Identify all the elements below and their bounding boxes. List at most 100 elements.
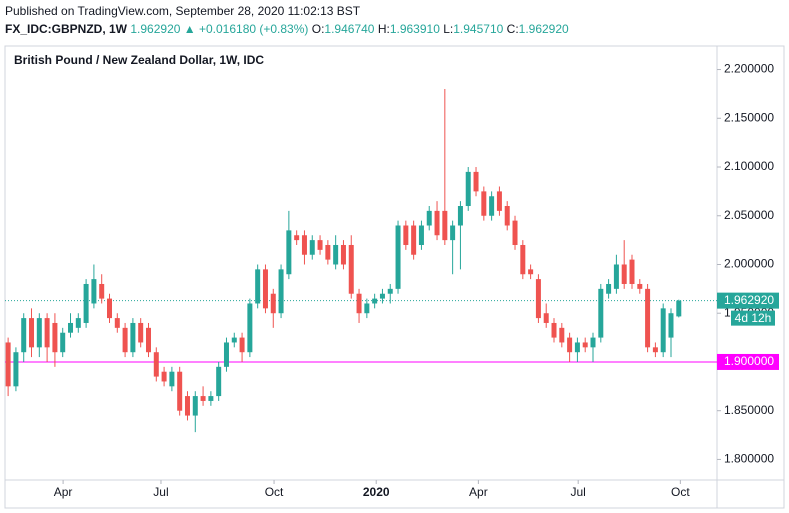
y-tick-label: 2.100000 — [724, 159, 774, 173]
candle-body — [387, 288, 393, 294]
candle-body — [356, 293, 362, 314]
candle-body — [138, 322, 144, 343]
candle-body — [379, 293, 385, 299]
candle-body — [169, 371, 175, 387]
candle-body — [122, 327, 128, 353]
candle-body — [411, 225, 417, 255]
candle-body — [309, 240, 315, 255]
candle-body — [177, 371, 183, 411]
l-value: 1.945710 — [453, 22, 503, 36]
candle-body — [567, 337, 573, 353]
candle-body — [496, 191, 502, 211]
candle-body — [364, 303, 370, 314]
candle-body — [294, 235, 300, 241]
o-value: 1.946740 — [324, 22, 374, 36]
candle-body — [83, 283, 89, 323]
candle-body — [153, 352, 159, 377]
candle-body — [75, 318, 81, 328]
candle-body — [403, 225, 409, 245]
candle-body — [504, 206, 510, 226]
candle-body — [36, 318, 42, 348]
candle-body — [5, 342, 11, 387]
x-tick-label: 2020 — [363, 485, 390, 499]
candle-body — [613, 264, 619, 289]
candle-body — [551, 322, 557, 338]
candle-body — [465, 171, 471, 207]
candle-body — [481, 191, 487, 216]
candle-body — [99, 283, 105, 299]
candle-body — [317, 240, 323, 250]
h-label: H: — [378, 22, 390, 36]
change: ▲ +0.016180 (+0.83%) — [184, 22, 309, 36]
countdown-tag — [731, 310, 775, 326]
candle-body — [13, 352, 19, 387]
candle-body — [442, 210, 448, 241]
candle-body — [44, 318, 50, 348]
candle-body — [130, 322, 136, 353]
candle-body — [301, 235, 307, 255]
hline-tag — [717, 353, 779, 370]
candle-body — [348, 244, 354, 294]
c-value: 1.962920 — [519, 22, 569, 36]
y-tick-label: 2.000000 — [724, 257, 774, 271]
candle-body — [395, 225, 401, 289]
last-price-tag — [717, 292, 779, 309]
candle-body — [247, 303, 253, 353]
candle-body — [535, 279, 541, 319]
candle-body — [637, 283, 643, 289]
candle-body — [333, 244, 339, 265]
y-tick-label: 1.800000 — [724, 452, 774, 466]
candle-body — [598, 288, 604, 338]
candle-body — [161, 371, 167, 382]
candle-body — [660, 308, 666, 353]
candle-body — [145, 327, 151, 353]
candle-body — [286, 230, 292, 275]
candle-body — [91, 279, 97, 304]
c-label: C: — [507, 22, 519, 36]
h-value: 1.963910 — [390, 22, 440, 36]
o-label: O: — [312, 22, 325, 36]
candle-body — [582, 342, 588, 348]
candle-body — [68, 322, 74, 333]
last-price-label: 1.962920 — [724, 293, 774, 307]
candle-body — [52, 322, 58, 353]
candle-body — [574, 342, 580, 353]
x-tick-label: Oct — [671, 485, 690, 499]
candle-body — [106, 298, 112, 319]
candle-body — [645, 288, 651, 348]
last: 1.962920 — [130, 22, 180, 36]
symbol: FX_IDC:GBPNZD, 1W — [5, 22, 128, 36]
candle-body — [372, 298, 378, 304]
candle-body — [21, 318, 27, 353]
x-tick-label: Apr — [54, 485, 73, 499]
chart-frame — [4, 45, 785, 509]
published: Published on TradingView.com, September … — [5, 4, 361, 18]
candle-body — [216, 366, 222, 397]
candle-body — [223, 342, 229, 367]
candle-body — [418, 225, 424, 245]
candle-body — [450, 225, 456, 241]
x-tick-label: Jul — [153, 485, 168, 499]
candle-body — [434, 210, 440, 236]
candle-body — [543, 313, 549, 323]
candle-body — [262, 269, 268, 309]
candle-body — [60, 332, 66, 353]
candle-body — [528, 269, 534, 275]
candle-body — [676, 300, 682, 317]
candle-body — [621, 264, 627, 284]
candle-body — [231, 337, 237, 343]
candle-body — [200, 396, 206, 401]
y-tick-label: 2.050000 — [724, 208, 774, 222]
candle-body — [270, 293, 276, 314]
candle-body — [208, 396, 214, 401]
candle-body — [340, 244, 346, 265]
candle-body — [114, 318, 120, 328]
candle-body — [325, 244, 331, 260]
candle-body — [426, 210, 432, 226]
countdown-label: 4d 12h — [735, 311, 772, 325]
y-tick-label: 1.850000 — [724, 403, 774, 417]
candle-body — [473, 171, 479, 192]
candle-body — [629, 259, 635, 284]
candle-body — [559, 327, 565, 343]
